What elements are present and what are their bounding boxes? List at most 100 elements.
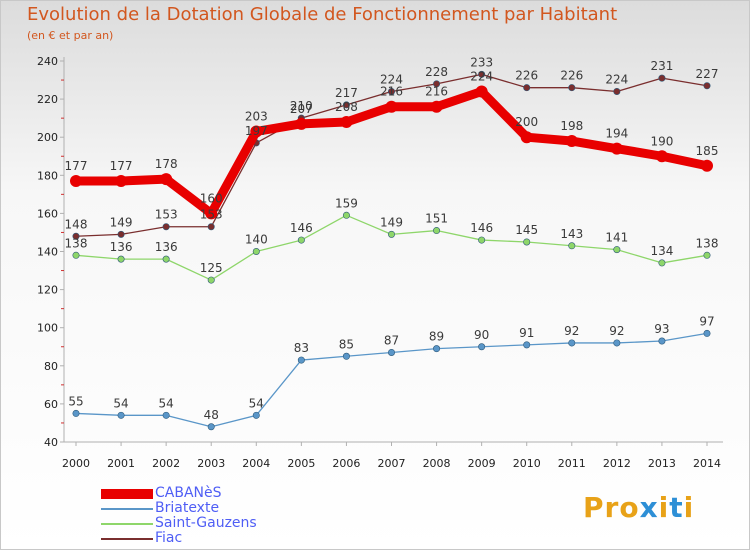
data-point (523, 238, 531, 246)
data-label: 48 (204, 408, 219, 422)
data-point (478, 70, 486, 78)
data-point (703, 251, 711, 259)
data-label: 210 (290, 99, 313, 113)
data-point (297, 236, 305, 244)
data-point (478, 236, 486, 244)
data-point (701, 159, 713, 172)
x-tick-label: 2013 (648, 457, 676, 470)
data-point (342, 101, 350, 109)
legend-label-saint-gauzens: Saint-Gauzens (155, 515, 257, 531)
data-label: 224 (605, 72, 628, 86)
data-point (658, 74, 666, 82)
data-label: 160 (200, 191, 223, 205)
data-label: 149 (380, 215, 403, 229)
x-tick-label: 2006 (332, 457, 360, 470)
data-point (162, 255, 170, 263)
y-tick-label: 160 (37, 207, 58, 220)
y-tick-label: 100 (37, 322, 58, 335)
data-point (342, 352, 350, 360)
proxiti-logo: Proxiti (583, 491, 694, 524)
data-label: 87 (384, 333, 399, 347)
data-label: 203 (245, 109, 268, 123)
x-tick-label: 2005 (287, 457, 315, 470)
data-point (520, 131, 533, 144)
data-label: 151 (425, 212, 448, 226)
logo-letter: P (583, 491, 605, 524)
data-point (252, 411, 260, 419)
data-label: 93 (654, 322, 669, 336)
logo-letter: t (669, 491, 684, 524)
data-point (430, 100, 443, 113)
data-label: 231 (650, 59, 673, 73)
data-label: 178 (155, 157, 178, 171)
data-point (252, 248, 260, 256)
data-label: 92 (564, 324, 579, 338)
data-label: 190 (650, 134, 673, 148)
data-label: 153 (155, 208, 178, 222)
data-label: 54 (159, 396, 174, 410)
data-point (297, 356, 305, 364)
data-point (387, 230, 395, 238)
data-label: 83 (294, 341, 309, 355)
data-point (433, 80, 441, 88)
x-tick-label: 2010 (513, 457, 541, 470)
data-point (162, 411, 170, 419)
data-label: 194 (605, 127, 628, 141)
data-point (613, 87, 621, 95)
x-tick-label: 2004 (242, 457, 270, 470)
data-label: 145 (515, 223, 538, 237)
chart-title: Evolution de la Dotation Globale de Fonc… (27, 4, 618, 25)
data-label: 136 (155, 240, 178, 254)
data-point (117, 230, 125, 238)
data-label: 198 (560, 119, 583, 133)
data-label: 224 (470, 69, 493, 83)
data-point (523, 341, 531, 349)
data-point (295, 117, 308, 130)
x-tick-label: 2014 (693, 457, 721, 470)
data-point (565, 135, 578, 148)
data-label: 136 (110, 240, 133, 254)
x-tick-label: 2003 (197, 457, 225, 470)
data-point (658, 259, 666, 267)
data-label: 55 (68, 394, 83, 408)
data-label: 217 (335, 86, 358, 100)
data-point (70, 175, 82, 188)
legend-label-briatexte: Briatexte (155, 500, 220, 516)
data-point (613, 339, 621, 347)
data-point (613, 246, 621, 254)
legend-swatch-cabanes (101, 489, 153, 499)
data-label: 146 (470, 221, 493, 235)
legend-label-fiac: Fiac (155, 530, 183, 546)
data-point (117, 411, 125, 419)
data-label: 216 (425, 85, 448, 99)
data-label: 208 (335, 100, 358, 114)
data-point (72, 232, 80, 240)
data-label: 153 (200, 208, 223, 222)
data-label: 140 (245, 233, 268, 247)
data-label: 200 (515, 115, 538, 129)
data-label: 146 (290, 221, 313, 235)
data-label: 141 (605, 231, 628, 245)
data-label: 233 (470, 55, 493, 69)
legend-swatch-briatexte (101, 508, 153, 510)
logo-letter: i (683, 491, 695, 524)
data-label: 134 (650, 244, 673, 258)
data-label: 197 (245, 124, 268, 138)
data-point (478, 343, 486, 351)
chart-subtitle: (en € et par an) (27, 29, 114, 42)
x-tick-label: 2012 (603, 457, 631, 470)
x-tick-label: 2007 (378, 457, 406, 470)
legend-swatch-saint-gauzens (101, 523, 153, 525)
y-tick-label: 80 (44, 360, 58, 373)
data-point (703, 329, 711, 337)
data-point (523, 84, 531, 92)
data-label: 54 (113, 396, 128, 410)
y-tick-label: 140 (37, 246, 58, 259)
logo-letter: i (658, 491, 670, 524)
x-tick-label: 2000 (62, 457, 90, 470)
data-label: 177 (65, 159, 88, 173)
x-tick-label: 2009 (468, 457, 496, 470)
data-label: 143 (560, 227, 583, 241)
data-point (568, 84, 576, 92)
